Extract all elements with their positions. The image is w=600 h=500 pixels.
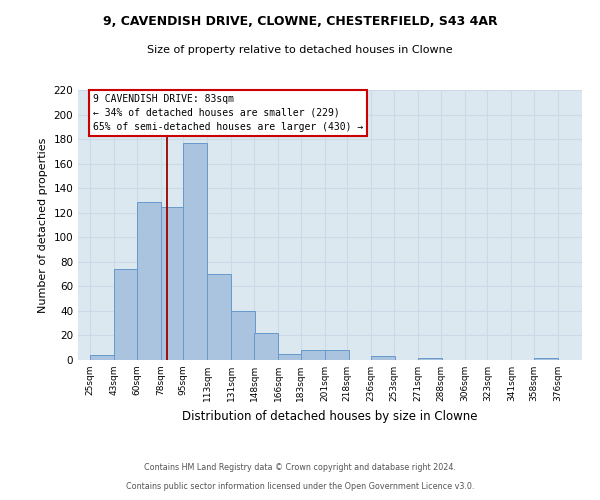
- Bar: [161, 206, 185, 360]
- Text: 9 CAVENDISH DRIVE: 83sqm
← 34% of detached houses are smaller (229)
65% of semi-: 9 CAVENDISH DRIVE: 83sqm ← 34% of detach…: [92, 94, 363, 132]
- Bar: [278, 354, 302, 360]
- Bar: [208, 274, 232, 360]
- Bar: [184, 143, 208, 360]
- Bar: [418, 358, 442, 360]
- Bar: [232, 311, 256, 360]
- Text: 9, CAVENDISH DRIVE, CLOWNE, CHESTERFIELD, S43 4AR: 9, CAVENDISH DRIVE, CLOWNE, CHESTERFIELD…: [103, 15, 497, 28]
- Bar: [90, 355, 114, 360]
- Y-axis label: Number of detached properties: Number of detached properties: [38, 138, 48, 312]
- Bar: [254, 333, 278, 360]
- Bar: [534, 358, 558, 360]
- Bar: [371, 356, 395, 360]
- Bar: [137, 202, 161, 360]
- Bar: [325, 350, 349, 360]
- Text: Contains public sector information licensed under the Open Government Licence v3: Contains public sector information licen…: [126, 482, 474, 491]
- Text: Contains HM Land Registry data © Crown copyright and database right 2024.: Contains HM Land Registry data © Crown c…: [144, 464, 456, 472]
- Bar: [114, 269, 138, 360]
- X-axis label: Distribution of detached houses by size in Clowne: Distribution of detached houses by size …: [182, 410, 478, 422]
- Bar: [301, 350, 325, 360]
- Text: Size of property relative to detached houses in Clowne: Size of property relative to detached ho…: [147, 45, 453, 55]
